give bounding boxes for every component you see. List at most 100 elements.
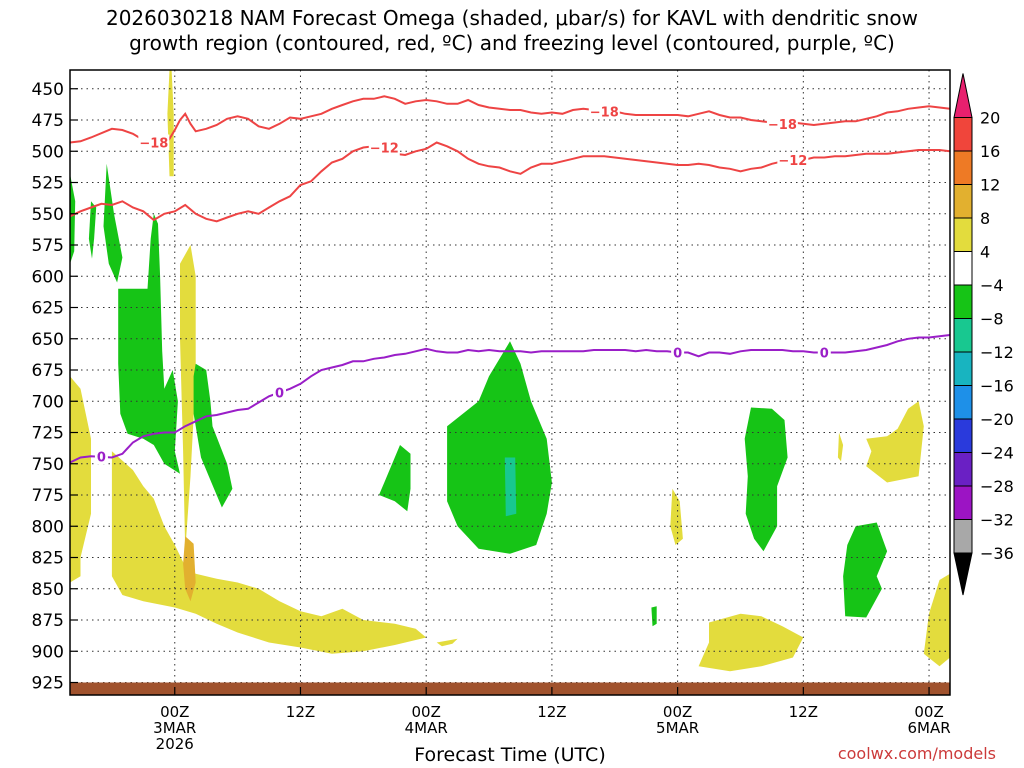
contour-line-0 bbox=[69, 95, 951, 149]
xtick-label-30-0: 00Z bbox=[412, 703, 441, 721]
colorbar-box-8 bbox=[953, 351, 973, 386]
contour-label-2: −18 bbox=[768, 118, 797, 133]
ground-band-layer bbox=[70, 682, 950, 695]
contour-label-bg-3 bbox=[368, 139, 400, 156]
colorbar-label-8: −16 bbox=[980, 377, 1014, 396]
contour-label-bg-2 bbox=[766, 115, 798, 132]
omega-region-16 bbox=[447, 341, 552, 554]
omega-region-2 bbox=[180, 245, 196, 552]
colorbar-label-12: −32 bbox=[980, 511, 1014, 530]
colorbar-label-6: −8 bbox=[980, 310, 1004, 329]
colorbar-box-9 bbox=[953, 385, 973, 420]
xtick-label-18-0: 12Z bbox=[286, 703, 315, 721]
plot-frame bbox=[69, 69, 951, 696]
omega-region-20 bbox=[843, 522, 888, 618]
colorbar-label-1: 16 bbox=[980, 142, 1000, 161]
contour-label-0: −18 bbox=[139, 137, 168, 152]
xtick-label-78-1: 6MAR bbox=[907, 719, 950, 737]
xtick-label-66-0: 12Z bbox=[789, 703, 818, 721]
omega-region-13 bbox=[103, 163, 123, 283]
omega-region-0 bbox=[70, 376, 91, 583]
omega-region-10 bbox=[436, 638, 458, 647]
colorbar-label-5: −4 bbox=[980, 276, 1004, 295]
xtick-label-54-1: 5MAR bbox=[656, 719, 699, 737]
chart-title-line2: growth region (contoured, red, ºC) and f… bbox=[129, 31, 895, 55]
gridlines bbox=[70, 70, 950, 695]
colorbar-bottom-arrow bbox=[953, 552, 973, 596]
xtick-label-6-2: 2026 bbox=[156, 735, 194, 753]
colorbar-label-13: −36 bbox=[980, 544, 1014, 563]
ytick-label-575: 575 bbox=[32, 236, 64, 256]
ytick-label-700: 700 bbox=[32, 392, 64, 412]
colorbar-box-1 bbox=[953, 117, 973, 152]
colorbar-label-3: 8 bbox=[980, 209, 990, 228]
omega-region-5 bbox=[698, 613, 804, 672]
colorbar-top-arrow bbox=[953, 73, 973, 118]
omega-region-6 bbox=[866, 401, 924, 483]
colorbar-box-13 bbox=[953, 519, 973, 554]
ytick-label-500: 500 bbox=[32, 142, 64, 162]
omega-region-17 bbox=[504, 457, 517, 517]
colorbar-box-10 bbox=[953, 418, 973, 453]
colorbar-box-5 bbox=[953, 251, 973, 286]
xtick-label-6-0: 00Z bbox=[160, 703, 189, 721]
omega-region-21 bbox=[651, 606, 657, 627]
ytick-label-825: 825 bbox=[32, 549, 64, 569]
contour-label-bg-6 bbox=[273, 384, 287, 401]
contour-label-5: 0 bbox=[97, 450, 106, 465]
colorbar-label-4: 4 bbox=[980, 243, 990, 262]
contour-label-6: 0 bbox=[275, 387, 284, 402]
contour-line-2 bbox=[69, 334, 951, 464]
omega-region-12 bbox=[88, 201, 97, 259]
contour-labels-layer: −18 −18 −18 −12 −12 0 0 0 0 bbox=[94, 103, 831, 465]
colorbar-box-7 bbox=[953, 318, 973, 353]
omega-region-11 bbox=[70, 173, 76, 264]
omega-region-8 bbox=[837, 432, 844, 462]
omega-shading-layer bbox=[70, 70, 950, 672]
omega-region-15 bbox=[193, 363, 233, 508]
colorbar-label-9: −20 bbox=[980, 410, 1014, 429]
omega-region-7 bbox=[923, 573, 950, 667]
colorbar: 20 16 12 8 4 −4 −8 −12 −16 −20 −24 −28 −32 −36 bbox=[953, 73, 1014, 596]
contour-label-8: 0 bbox=[820, 347, 829, 362]
ytick-label-850: 850 bbox=[32, 580, 64, 600]
xtick-label-42-0: 12Z bbox=[537, 703, 566, 721]
colorbar-box-4 bbox=[953, 217, 973, 252]
colorbar-box-3 bbox=[953, 184, 973, 219]
ytick-label-800: 800 bbox=[32, 517, 64, 537]
contour-label-bg-1 bbox=[588, 103, 620, 120]
ytick-label-775: 775 bbox=[32, 486, 64, 506]
colorbar-box-11 bbox=[953, 452, 973, 487]
ytick-label-450: 450 bbox=[32, 80, 64, 100]
ytick-label-675: 675 bbox=[32, 361, 64, 381]
omega-region-9 bbox=[670, 488, 683, 545]
ytick-label-600: 600 bbox=[32, 267, 64, 287]
ground-band bbox=[70, 682, 950, 695]
colorbar-box-2 bbox=[953, 150, 973, 185]
omega-region-3 bbox=[183, 536, 196, 602]
omega-region-18 bbox=[379, 445, 411, 512]
ytick-label-625: 625 bbox=[32, 299, 64, 319]
colorbar-label-2: 12 bbox=[980, 176, 1000, 195]
xtick-label-78-0: 00Z bbox=[914, 703, 943, 721]
contour-label-1: −18 bbox=[590, 105, 619, 120]
contour-label-bg-8 bbox=[817, 344, 831, 361]
credit-text: coolwx.com/models bbox=[837, 744, 996, 763]
contour-label-bg-0 bbox=[138, 134, 170, 151]
x-axis-title: Forecast Time (UTC) bbox=[414, 744, 606, 766]
ytick-label-550: 550 bbox=[32, 205, 64, 225]
contour-label-3: −12 bbox=[370, 142, 399, 157]
ytick-label-875: 875 bbox=[32, 611, 64, 631]
ytick-label-925: 925 bbox=[32, 674, 64, 694]
contour-label-bg-5 bbox=[94, 448, 108, 465]
contour-label-bg-4 bbox=[777, 152, 809, 168]
colorbar-label-0: 20 bbox=[980, 109, 1000, 128]
omega-region-19 bbox=[744, 407, 788, 552]
contour-label-bg-7 bbox=[671, 344, 685, 361]
ytick-label-650: 650 bbox=[32, 330, 64, 350]
colorbar-label-11: −28 bbox=[980, 477, 1014, 496]
colorbar-label-7: −12 bbox=[980, 343, 1014, 362]
contour-label-7: 0 bbox=[673, 347, 682, 362]
